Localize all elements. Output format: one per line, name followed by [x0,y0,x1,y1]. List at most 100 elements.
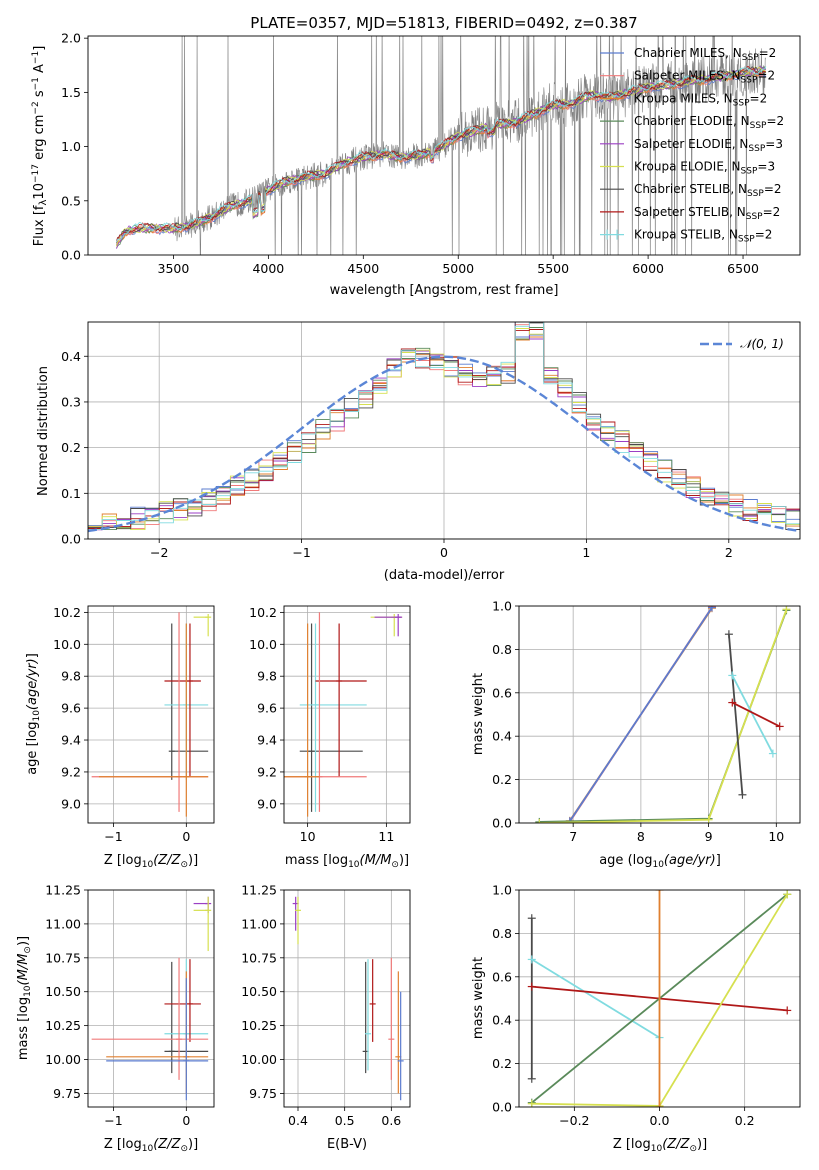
label-part: ⊙ [391,860,399,870]
x-axis-label: mass [log10(M/M⊙)] [285,853,409,870]
y-tick-label: 9.4 [61,733,81,748]
spectrum-model-line [116,66,766,243]
legend-subscript: SSP [741,167,758,177]
y-tick-label: 9.2 [61,764,81,779]
label-part: −1 [31,51,41,64]
label-part: A [32,64,47,77]
x-tick-label: 0 [440,545,448,560]
legend-nssp: =2 [755,228,773,242]
legend-model-name: Kroupa MILES, N [634,91,733,105]
legend-nssp: =2 [757,69,775,83]
label-part: (Z/Z [662,1137,690,1152]
y-tick-label: 0.4 [492,729,512,744]
y-tick-label: 9.8 [61,669,81,684]
y-tick-label: 10.75 [241,950,277,965]
y-tick-label: 10.2 [249,605,277,620]
axes-frame [87,605,215,824]
x-tick-label: 4500 [347,261,379,276]
y-tick-label: 0.4 [492,1013,512,1028]
histogram-series [88,322,800,530]
x-tick-label: 9 [705,829,713,844]
y-tick-label: 0.0 [492,816,512,831]
label-part: (age/yr) [664,853,716,868]
plot-area-age_vs_mass [284,606,410,823]
label-part: λ [38,199,49,205]
spectrum-model-line [116,66,767,243]
y-axis-label: mass [log10(M/M⊙)] [16,936,33,1060]
spectrum-data-line [116,36,766,255]
y-tick-label: 1.0 [492,599,512,614]
legend-subscript: SSP [747,189,764,199]
panel-mass_vs_Z: −1 0 9.75 10.00 10.25 10.50 10.75 11.00 11.25 Z [… [16,883,215,1154]
axes-frame [518,889,801,1108]
label-part: 10 [32,710,42,722]
label-part: −2 [31,101,41,114]
y-tick-label: 0.3 [61,394,81,409]
x-tick-label: 5000 [442,261,474,276]
legend-label: Kroupa STELIB, NSSP=2 [634,228,772,245]
label-part: mass [log [285,853,348,868]
label-part: ⊙ [180,1144,188,1154]
weight-series-line [531,958,660,1039]
y-tick-label: 9.75 [53,1086,81,1101]
x-tick-label: 10 [768,829,784,844]
y-tick-label: 10.25 [45,1018,81,1033]
label-part: )] [697,1137,707,1152]
legend-label: Salpeter MILES, NSSP=2 [634,69,775,86]
legend-nssp: =3 [765,137,783,151]
x-tick-label: 4000 [252,261,284,276]
label-part: Flux [f [32,205,47,246]
legend-subscript: SSP [741,76,758,86]
plot-area-mass_vs_ebv [284,890,410,1107]
legend-nssp: =2 [764,182,782,196]
label-part: mass weight [471,957,486,1039]
x-tick-label: 2 [725,545,733,560]
y-tick-label: 10.0 [53,637,81,652]
label-part: s [32,90,47,101]
legend-nssp: =2 [750,91,768,105]
axes-frame [87,889,215,1108]
y-tick-label: 0.2 [492,772,512,787]
y-tick-label: 9.6 [61,701,81,716]
x-tick-label: −2 [150,545,168,560]
axes-frame [518,605,801,824]
legend-nssp: =2 [759,46,777,60]
x-axis-label: E(B-V) [327,1137,367,1152]
y-tick-label: 1.0 [492,883,512,898]
x-tick-label: 8 [637,829,645,844]
plot-area-weight_vs_Z [519,890,800,1107]
y-tick-label: 0.4 [61,349,81,364]
label-part: )] [399,853,409,868]
y-tick-label: 9.0 [257,796,277,811]
legend-model-name: Salpeter STELIB, N [634,205,746,219]
legend-label: Kroupa ELODIE, NSSP=3 [634,160,775,177]
legend-model-name: Chabrier MILES, N [634,46,742,60]
x-axis-label: (data-model)/error [384,568,505,583]
x-tick-label: 1 [582,545,590,560]
x-tick-label: 0.4 [288,1113,308,1128]
label-part: 10 [651,1144,663,1154]
x-axis-label: Z [log10(Z/Z⊙)] [104,1137,198,1154]
label-part: age [log [25,722,40,775]
legend-model-name: Kroupa STELIB, N [634,228,738,242]
label-part: erg cm [32,115,47,164]
legend-nssp: =2 [763,205,781,219]
label-part: Normed distribution [36,366,51,496]
y-tick-label: 10.25 [241,1018,277,1033]
x-tick-label: 5500 [537,261,569,276]
label-part: ⊙ [180,860,188,870]
legend-label: Chabrier STELIB, NSSP=2 [634,182,782,199]
weight-series-line [569,607,713,822]
label-part: 10 [23,985,33,997]
y-tick-label: 2.0 [61,31,81,46]
label-part: 10 [348,860,360,870]
y-tick-label: 11.00 [241,916,277,931]
label-part: (M/M [360,853,392,868]
y-tick-label: 11.00 [45,916,81,931]
y-tick-label: 10.75 [45,950,81,965]
y-axis-label: age [log10(age/yr)] [25,653,42,775]
y-tick-label: 10.0 [249,637,277,652]
label-part: ] [716,853,721,868]
y-tick-label: 10.2 [53,605,81,620]
